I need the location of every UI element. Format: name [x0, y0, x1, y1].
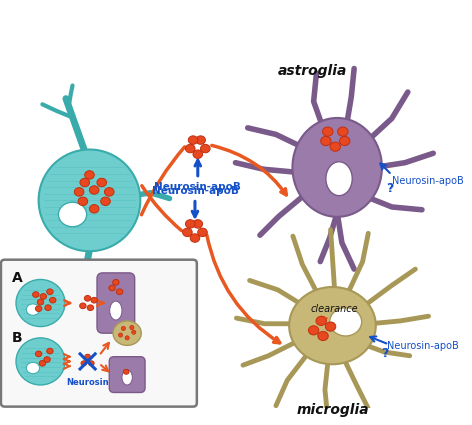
Ellipse shape [289, 287, 376, 364]
Circle shape [130, 326, 134, 329]
Ellipse shape [329, 308, 362, 336]
FancyBboxPatch shape [109, 357, 145, 393]
Ellipse shape [198, 228, 207, 237]
Ellipse shape [113, 280, 119, 285]
Ellipse shape [193, 220, 202, 228]
Ellipse shape [50, 298, 56, 303]
Ellipse shape [293, 118, 382, 217]
Ellipse shape [45, 305, 51, 311]
Ellipse shape [337, 127, 348, 136]
Ellipse shape [97, 178, 107, 187]
Ellipse shape [320, 136, 331, 146]
Ellipse shape [193, 150, 202, 159]
Ellipse shape [190, 234, 200, 242]
Ellipse shape [16, 338, 65, 385]
FancyBboxPatch shape [97, 273, 135, 333]
Ellipse shape [40, 294, 47, 299]
Ellipse shape [318, 332, 328, 340]
Ellipse shape [59, 202, 87, 227]
Ellipse shape [322, 127, 333, 136]
Text: A: A [12, 271, 23, 285]
Ellipse shape [81, 361, 87, 366]
Ellipse shape [91, 298, 97, 303]
Ellipse shape [47, 289, 53, 295]
Ellipse shape [316, 316, 326, 326]
Circle shape [121, 326, 126, 331]
Ellipse shape [101, 197, 110, 206]
Ellipse shape [89, 361, 94, 366]
Ellipse shape [196, 136, 205, 144]
Ellipse shape [26, 304, 40, 315]
Text: Neurosin: Neurosin [66, 378, 109, 387]
Text: ?: ? [386, 181, 394, 195]
Ellipse shape [110, 301, 122, 320]
Text: microglia: microglia [296, 403, 369, 417]
Ellipse shape [325, 322, 336, 331]
Ellipse shape [74, 188, 84, 196]
Ellipse shape [39, 150, 140, 251]
Ellipse shape [26, 363, 40, 374]
Ellipse shape [326, 162, 352, 196]
FancyBboxPatch shape [1, 260, 197, 407]
Ellipse shape [35, 306, 42, 312]
Ellipse shape [84, 171, 94, 179]
Text: Neurosin-apoB: Neurosin-apoB [392, 176, 464, 186]
Ellipse shape [104, 188, 114, 196]
Ellipse shape [308, 326, 319, 335]
Ellipse shape [39, 360, 46, 366]
Ellipse shape [113, 321, 141, 346]
Circle shape [118, 333, 123, 337]
Circle shape [132, 330, 136, 334]
Ellipse shape [35, 351, 42, 357]
Text: oligodendroglia: oligodendroglia [44, 356, 135, 369]
Ellipse shape [78, 197, 88, 206]
Ellipse shape [47, 348, 53, 354]
Ellipse shape [339, 136, 350, 146]
Ellipse shape [188, 136, 198, 144]
Ellipse shape [117, 289, 123, 295]
Text: Neurosin-apoB: Neurosin-apoB [387, 341, 459, 351]
Ellipse shape [330, 142, 340, 151]
Ellipse shape [185, 220, 195, 228]
Ellipse shape [80, 303, 86, 309]
Ellipse shape [89, 186, 99, 194]
Text: Neurosin-apoB: Neurosin-apoB [152, 186, 238, 196]
Ellipse shape [122, 370, 132, 385]
Ellipse shape [80, 178, 90, 187]
Ellipse shape [109, 285, 115, 291]
Ellipse shape [85, 354, 91, 359]
Ellipse shape [84, 295, 91, 301]
Text: clearance: clearance [311, 304, 358, 314]
Text: ?: ? [381, 347, 389, 360]
Ellipse shape [89, 204, 99, 213]
Ellipse shape [33, 292, 39, 297]
Ellipse shape [87, 305, 93, 311]
Text: B: B [12, 331, 23, 345]
Ellipse shape [183, 228, 192, 237]
Ellipse shape [44, 357, 51, 363]
Ellipse shape [16, 280, 65, 326]
Ellipse shape [185, 144, 195, 153]
Ellipse shape [37, 299, 44, 305]
Text: astroglia: astroglia [278, 64, 347, 78]
Ellipse shape [201, 144, 210, 153]
Circle shape [125, 336, 129, 340]
Ellipse shape [123, 369, 129, 374]
Text: Neurosin-apoB: Neurosin-apoB [154, 181, 241, 192]
